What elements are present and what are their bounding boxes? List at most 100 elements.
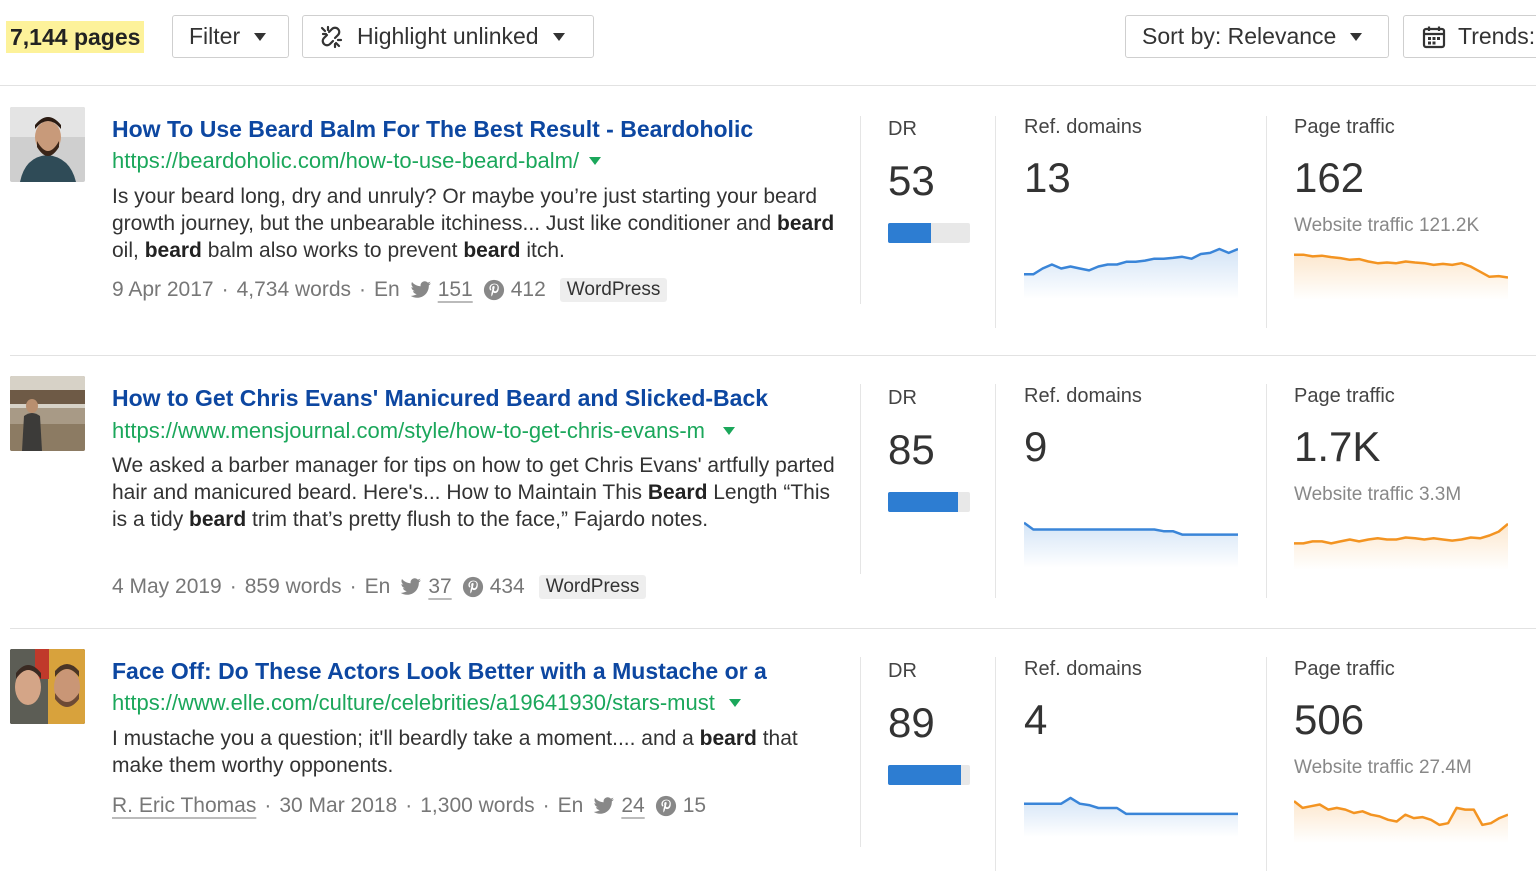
- divider: [995, 116, 996, 328]
- ref-domains-label: Ref. domains: [1024, 658, 1142, 680]
- trends-label: Trends:: [1458, 23, 1536, 49]
- divider: [860, 116, 861, 304]
- language: En: [374, 278, 400, 301]
- trends-dropdown[interactable]: Trends:: [1403, 15, 1536, 58]
- pinterest-icon: [483, 279, 505, 301]
- publish-date: 30 Mar 2018: [279, 794, 398, 817]
- ref-domains-value[interactable]: 4: [1024, 696, 1048, 743]
- language: En: [364, 575, 391, 598]
- website-traffic: Website traffic 27.4M: [1294, 757, 1472, 778]
- highlight-unlinked-label: Highlight unlinked: [357, 23, 539, 49]
- dr-label: DR: [888, 387, 917, 409]
- row-separator: [10, 628, 1536, 629]
- page-traffic-sparkline: [1294, 253, 1508, 300]
- pinterest-shares: 434: [489, 575, 525, 598]
- sparkline-line: [1294, 253, 1508, 279]
- dr-value: 85: [888, 426, 935, 473]
- pinterest-shares: 412: [510, 278, 546, 301]
- sparkline-area: [1294, 254, 1508, 300]
- sparkline-line: [1024, 247, 1238, 276]
- platform-tag: WordPress: [538, 575, 647, 599]
- publish-date: 4 May 2019: [112, 575, 222, 598]
- result-meta: R. Eric Thomas · 30 Mar 2018 · 1,300 wor…: [112, 794, 707, 817]
- result-title-link[interactable]: How To Use Beard Balm For The Best Resul…: [112, 116, 754, 142]
- sort-dropdown[interactable]: Sort by: Relevance: [1125, 15, 1389, 58]
- sparkline-area: [1024, 249, 1238, 299]
- sparkline-area: [1024, 522, 1238, 568]
- result-meta: 9 Apr 2017 · 4,734 words · En 151 412 Wo…: [112, 278, 668, 302]
- sparkline-area: [1294, 523, 1508, 570]
- twitter-icon: [400, 578, 422, 596]
- divider: [995, 657, 996, 871]
- author-link[interactable]: R. Eric Thomas: [112, 794, 257, 817]
- result-snippet: I mustache you a question; it'll beardly…: [112, 727, 798, 777]
- row-separator: [10, 355, 1536, 356]
- word-count: 1,300 words: [420, 794, 535, 817]
- chevron-down-icon[interactable]: [728, 699, 741, 707]
- ref-domains-sparkline: [1024, 796, 1238, 837]
- twitter-icon: [410, 281, 432, 299]
- chevron-down-icon[interactable]: [589, 157, 602, 165]
- ref-domains-label: Ref. domains: [1024, 385, 1142, 407]
- dr-bar-fill: [888, 492, 958, 512]
- twitter-icon: [593, 797, 615, 815]
- page-traffic-label: Page traffic: [1294, 385, 1395, 407]
- pinterest-icon: [462, 576, 484, 598]
- result-url: https://www.mensjournal.com/style/how-to…: [112, 418, 705, 443]
- page-traffic-sparkline: [1294, 800, 1508, 843]
- twitter-shares[interactable]: 37: [428, 575, 452, 598]
- result-thumbnail[interactable]: [10, 107, 85, 182]
- result-thumbnail[interactable]: [10, 649, 85, 724]
- dr-label: DR: [888, 660, 917, 682]
- chevron-down-icon: [1350, 32, 1363, 41]
- result-meta: 4 May 2019 · 859 words · En 37 434 WordP…: [112, 575, 647, 599]
- divider: [1266, 657, 1267, 871]
- pinterest-icon: [655, 795, 677, 817]
- word-count: 4,734 words: [236, 278, 351, 301]
- filter-button[interactable]: Filter: [172, 15, 289, 58]
- divider: [860, 657, 861, 847]
- page-traffic-value[interactable]: 506: [1294, 696, 1365, 743]
- dr-bar-fill: [888, 765, 961, 785]
- result-thumbnail[interactable]: [10, 376, 85, 451]
- website-traffic: Website traffic 3.3M: [1294, 484, 1462, 505]
- sparkline-line: [1024, 796, 1238, 816]
- word-count: 859 words: [244, 575, 342, 598]
- ref-domains-sparkline: [1024, 521, 1238, 568]
- dr-label: DR: [888, 118, 917, 140]
- sparkline-line: [1024, 521, 1238, 536]
- ref-domains-value[interactable]: 9: [1024, 423, 1048, 470]
- result-url-link[interactable]: https://beardoholic.com/how-to-use-beard…: [112, 148, 602, 174]
- sparkline-line: [1294, 800, 1508, 827]
- result-title-link[interactable]: Face Off: Do These Actors Look Better wi…: [112, 658, 767, 684]
- result-snippet: We asked a barber manager for tips on ho…: [112, 454, 835, 531]
- sort-label: Sort by: Relevance: [1142, 23, 1337, 49]
- dr-bar: [888, 492, 970, 512]
- filter-label: Filter: [189, 23, 241, 49]
- publish-date: 9 Apr 2017: [112, 278, 214, 301]
- chevron-down-icon[interactable]: [722, 427, 735, 435]
- chevron-down-icon: [254, 32, 267, 41]
- page-traffic-value[interactable]: 162: [1294, 154, 1365, 201]
- page-traffic-label: Page traffic: [1294, 658, 1395, 680]
- dr-bar: [888, 765, 970, 785]
- dr-bar: [888, 223, 970, 243]
- language: En: [557, 794, 584, 817]
- website-traffic: Website traffic 121.2K: [1294, 215, 1480, 236]
- result-url-link[interactable]: https://www.elle.com/culture/celebrities…: [112, 690, 741, 716]
- ref-domains-label: Ref. domains: [1024, 116, 1142, 138]
- ref-domains-value[interactable]: 13: [1024, 154, 1071, 201]
- dr-value: 89: [888, 699, 935, 746]
- result-snippet: Is your beard long, dry and unruly? Or m…: [112, 185, 835, 262]
- result-url-link[interactable]: https://www.mensjournal.com/style/how-to…: [112, 418, 735, 444]
- twitter-shares[interactable]: 24: [621, 794, 645, 817]
- toolbar: 7,144 pages Filter Highlight unlinked So…: [0, 0, 1536, 86]
- highlight-unlinked-button[interactable]: Highlight unlinked: [302, 15, 594, 58]
- result-title-link[interactable]: How to Get Chris Evans' Manicured Beard …: [112, 385, 769, 411]
- divider: [1266, 116, 1267, 328]
- twitter-shares[interactable]: 151: [437, 278, 473, 301]
- page-traffic-label: Page traffic: [1294, 116, 1395, 138]
- result-url: https://beardoholic.com/how-to-use-beard…: [112, 148, 580, 173]
- page-traffic-value[interactable]: 1.7K: [1294, 423, 1381, 470]
- page-traffic-sparkline: [1294, 522, 1508, 570]
